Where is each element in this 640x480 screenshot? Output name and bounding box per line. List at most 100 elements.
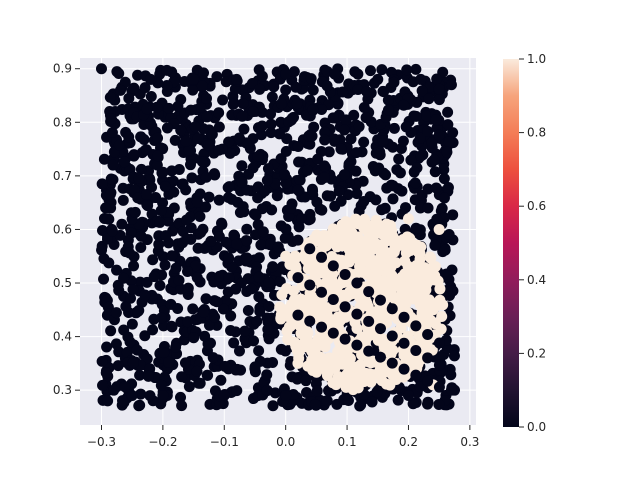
data-point — [321, 80, 333, 92]
data-point — [227, 98, 239, 110]
data-points — [95, 63, 461, 412]
data-point — [363, 345, 375, 357]
data-point — [433, 83, 445, 95]
data-point — [433, 381, 445, 393]
data-point — [398, 311, 410, 323]
data-point — [153, 238, 165, 250]
data-point — [408, 166, 420, 178]
data-point — [398, 337, 410, 349]
data-point — [239, 325, 251, 337]
data-point — [374, 305, 386, 317]
data-point — [272, 241, 284, 253]
data-point — [200, 171, 212, 183]
data-point — [108, 384, 120, 396]
data-point — [363, 315, 375, 327]
data-point — [114, 84, 126, 96]
data-point — [433, 94, 445, 106]
data-point — [376, 64, 388, 76]
data-point — [311, 196, 323, 208]
data-point — [291, 373, 303, 385]
data-point — [97, 379, 109, 391]
data-point — [292, 234, 304, 246]
y-tick-label: 0.6 — [53, 222, 72, 236]
data-point — [374, 294, 386, 306]
data-point — [166, 321, 178, 333]
data-point — [181, 233, 193, 245]
data-point — [351, 308, 363, 320]
data-point — [123, 131, 135, 143]
data-point — [372, 334, 384, 346]
data-point — [363, 286, 375, 298]
data-point — [133, 172, 145, 184]
data-point — [189, 121, 201, 133]
data-point — [329, 362, 341, 374]
data-point — [410, 369, 422, 381]
data-point — [173, 274, 185, 286]
data-point — [307, 104, 319, 116]
data-point — [414, 299, 426, 311]
data-point — [323, 146, 335, 158]
data-point — [203, 319, 215, 331]
data-point — [267, 400, 279, 412]
data-point — [445, 384, 457, 396]
data-point — [238, 123, 250, 135]
data-point — [402, 390, 414, 402]
data-point — [415, 150, 427, 162]
data-point — [107, 159, 119, 171]
data-point — [419, 284, 431, 296]
data-point — [241, 252, 253, 264]
data-point — [236, 160, 248, 172]
data-point — [436, 310, 448, 322]
data-point — [101, 233, 113, 245]
data-point — [194, 211, 206, 223]
data-point — [219, 360, 231, 372]
data-point — [170, 262, 182, 274]
data-point — [242, 304, 254, 316]
data-point — [299, 191, 311, 203]
data-point — [256, 70, 268, 82]
data-point — [355, 399, 367, 411]
data-point — [374, 351, 386, 363]
data-point — [199, 330, 211, 342]
data-point — [247, 106, 259, 118]
data-point — [223, 272, 235, 284]
data-point — [98, 153, 110, 165]
data-point — [364, 65, 376, 77]
data-point — [223, 252, 235, 264]
data-point — [249, 361, 261, 373]
data-point — [301, 326, 313, 338]
data-point — [176, 400, 188, 412]
data-point — [117, 194, 129, 206]
data-point — [110, 338, 122, 350]
data-point — [316, 103, 328, 115]
data-point — [117, 395, 129, 407]
data-point — [362, 300, 374, 312]
data-point — [154, 216, 166, 228]
colorbar-tick-label: 1.0 — [527, 52, 546, 66]
data-point — [135, 163, 147, 175]
data-point — [285, 202, 297, 214]
data-point — [265, 108, 277, 120]
data-point — [214, 270, 226, 282]
data-point — [378, 86, 390, 98]
data-point — [317, 304, 329, 316]
data-point — [356, 266, 368, 278]
data-point — [358, 375, 370, 387]
data-point — [445, 79, 457, 91]
y-tick-label: 0.7 — [53, 169, 72, 183]
data-point — [236, 110, 248, 122]
data-point — [211, 71, 223, 83]
data-point — [181, 214, 193, 226]
data-point — [132, 69, 144, 81]
data-point — [188, 332, 200, 344]
data-point — [157, 390, 169, 402]
data-point — [400, 121, 412, 133]
data-point — [151, 101, 163, 113]
data-point — [191, 272, 203, 284]
data-point — [273, 128, 285, 140]
data-point — [172, 100, 184, 112]
data-point — [236, 176, 248, 188]
data-point — [252, 150, 264, 162]
data-point — [316, 251, 328, 263]
data-point — [407, 398, 419, 410]
